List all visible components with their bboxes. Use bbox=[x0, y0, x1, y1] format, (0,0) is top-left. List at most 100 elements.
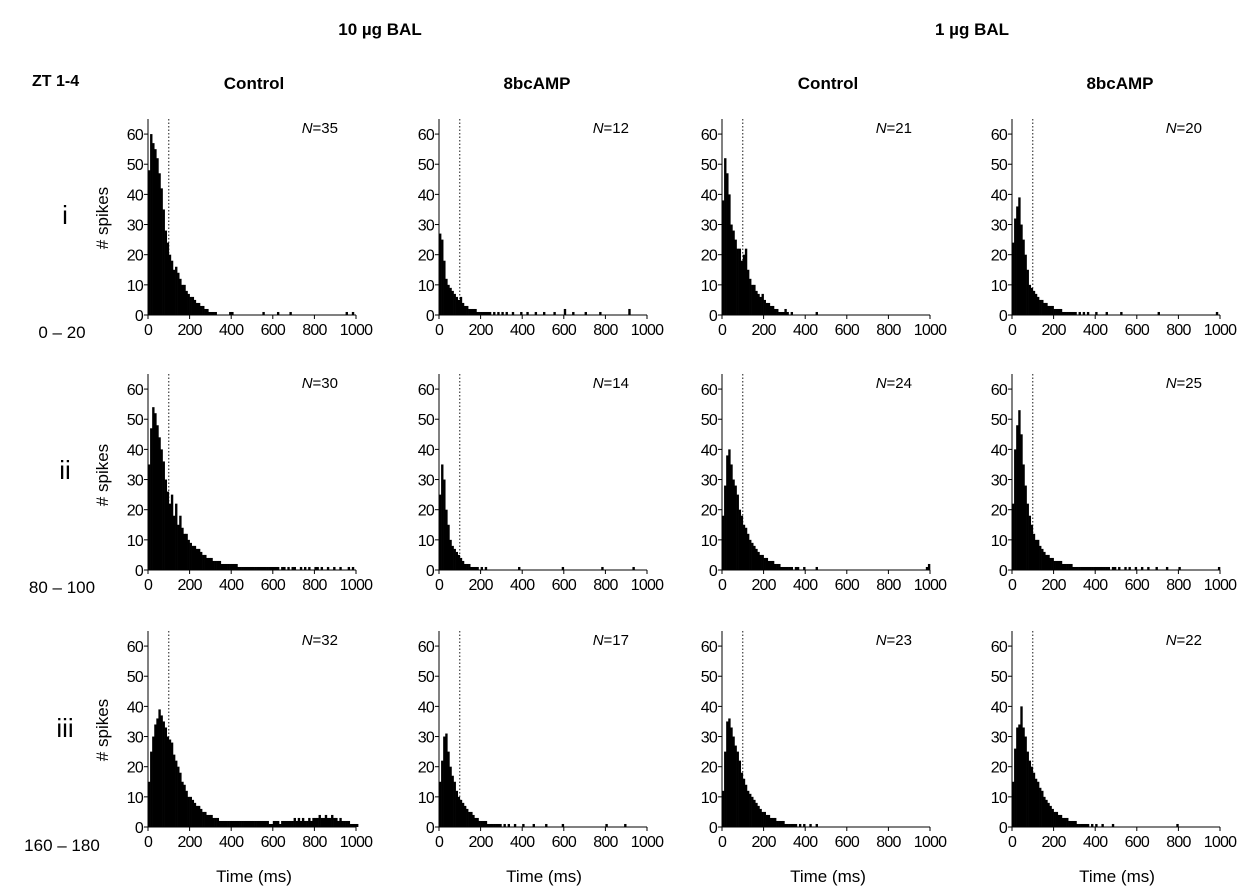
histogram-bar bbox=[1059, 308, 1063, 315]
histogram-bar bbox=[177, 524, 180, 570]
histogram-bar bbox=[1055, 560, 1059, 570]
y-tick-label: 0 bbox=[999, 820, 1008, 837]
y-tick-label: 20 bbox=[418, 760, 435, 777]
histogram-bar bbox=[751, 796, 754, 827]
histogram-bar bbox=[1128, 566, 1131, 570]
histogram-bar bbox=[252, 820, 255, 827]
histogram-bar bbox=[191, 799, 195, 827]
histogram-bar bbox=[1028, 284, 1032, 315]
histogram-bar bbox=[179, 515, 182, 570]
histogram-bar bbox=[1049, 305, 1052, 315]
histogram-bar bbox=[449, 539, 452, 570]
histogram-bar bbox=[1018, 724, 1021, 827]
row-label-ii: ii bbox=[59, 455, 71, 485]
histogram-bar bbox=[499, 823, 502, 827]
histogram-bar bbox=[761, 293, 764, 315]
y-tick-label: 30 bbox=[701, 473, 718, 490]
histogram-bar bbox=[767, 560, 771, 570]
histogram-bar bbox=[168, 254, 172, 315]
histogram-bar bbox=[501, 311, 504, 315]
y-tick-label: 30 bbox=[127, 218, 144, 235]
histogram-bar bbox=[260, 820, 263, 827]
n-count-label: N=22 bbox=[1166, 632, 1202, 649]
y-tick-label: 0 bbox=[426, 820, 435, 837]
x-tick-label: 400 bbox=[1083, 577, 1108, 594]
histogram-bar bbox=[179, 278, 182, 315]
histogram-bar bbox=[214, 560, 217, 570]
group-label-10ug: 10 µg BAL bbox=[338, 20, 421, 39]
histogram-bar bbox=[463, 305, 467, 315]
histogram-bar bbox=[148, 464, 151, 570]
histogram-bar bbox=[293, 566, 296, 570]
histogram-bar bbox=[310, 820, 313, 827]
histogram-bar bbox=[439, 494, 442, 570]
x-tick-label: 800 bbox=[876, 834, 901, 851]
histogram-bar bbox=[316, 817, 319, 827]
y-tick-label: 10 bbox=[418, 278, 435, 295]
n-count-label: N=23 bbox=[876, 632, 912, 649]
histogram-bar bbox=[742, 254, 746, 315]
histogram-bar bbox=[1095, 566, 1098, 570]
histogram-bar bbox=[181, 527, 184, 570]
histogram-bar bbox=[732, 736, 735, 827]
histogram-bar bbox=[474, 566, 477, 570]
histogram-bar bbox=[189, 296, 192, 315]
x-tick-label: 0 bbox=[435, 577, 444, 594]
histogram-bar bbox=[235, 820, 238, 827]
x-tick-label: 600 bbox=[1125, 834, 1150, 851]
histogram-bar bbox=[204, 811, 207, 827]
y-tick-label: 40 bbox=[991, 187, 1008, 204]
histogram-bar bbox=[351, 823, 355, 827]
histogram-bar bbox=[193, 545, 197, 570]
histogram-bar bbox=[776, 820, 779, 827]
histogram-bar bbox=[206, 557, 209, 570]
histogram-bar bbox=[1082, 311, 1086, 315]
histogram-bar bbox=[220, 820, 224, 827]
histogram-bar bbox=[231, 820, 234, 827]
x-tick-label: 0 bbox=[1008, 577, 1017, 594]
y-tick-label: 10 bbox=[418, 790, 435, 807]
histogram-bar bbox=[1039, 787, 1042, 827]
histogram-bar bbox=[803, 823, 806, 827]
histogram-bar bbox=[738, 760, 742, 827]
n-count-label: N=21 bbox=[876, 120, 912, 137]
histogram-bar bbox=[1105, 311, 1108, 315]
histogram-bar bbox=[220, 563, 224, 570]
histogram-bar bbox=[208, 557, 211, 570]
x-tick-label: 1000 bbox=[631, 834, 664, 851]
histogram-bar bbox=[216, 560, 220, 570]
histogram-bar bbox=[224, 563, 228, 570]
histogram-bar bbox=[774, 308, 777, 315]
x-tick-label: 800 bbox=[302, 322, 327, 339]
histogram-bar bbox=[780, 566, 783, 570]
histogram-bar bbox=[202, 554, 205, 570]
x-tick-label: 600 bbox=[552, 834, 577, 851]
histogram-bar bbox=[771, 560, 775, 570]
histogram-bar bbox=[1103, 566, 1106, 570]
histogram-bar bbox=[152, 143, 155, 315]
x-tick-label: 600 bbox=[261, 834, 286, 851]
histogram-bar bbox=[353, 823, 357, 827]
y-tick-label: 0 bbox=[999, 308, 1008, 325]
histogram-bar bbox=[245, 566, 249, 570]
histogram-bar bbox=[268, 823, 272, 827]
histogram-bar bbox=[482, 311, 486, 315]
histogram-bar bbox=[216, 817, 220, 827]
histogram-bar bbox=[175, 503, 178, 570]
y-tick-label: 30 bbox=[991, 218, 1008, 235]
histogram-bar bbox=[1064, 311, 1067, 315]
histogram-bar bbox=[466, 305, 469, 315]
histogram-bar bbox=[486, 311, 490, 315]
histogram-bar bbox=[738, 248, 742, 315]
x-tick-label: 1000 bbox=[1204, 322, 1237, 339]
histogram-bar bbox=[183, 533, 186, 570]
histogram-bar bbox=[1068, 563, 1071, 570]
histogram-bar bbox=[1066, 817, 1069, 827]
histogram-bar bbox=[736, 751, 739, 827]
histogram-bar bbox=[164, 230, 168, 315]
y-tick-label: 50 bbox=[418, 669, 435, 686]
histogram-bar bbox=[1078, 823, 1081, 827]
x-tick-label: 400 bbox=[219, 322, 244, 339]
